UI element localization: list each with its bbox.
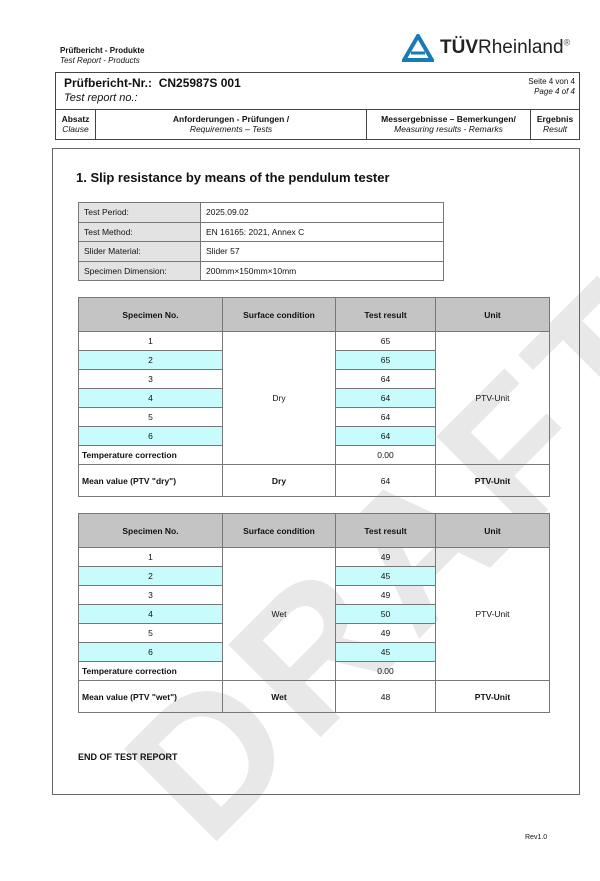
info-row: Test Period: 2025.09.02	[78, 202, 444, 223]
table-row: 5 49	[78, 623, 550, 643]
table-row: 6 64	[78, 426, 550, 446]
table-row: 2 65	[78, 350, 550, 370]
table-cell: 4	[78, 388, 223, 408]
table-cell: 3	[78, 369, 223, 389]
table-cell: Dry	[222, 464, 336, 497]
table-cell: 0.00	[335, 445, 436, 465]
table-cell: 64	[335, 464, 436, 497]
table-cell: Temperature correction	[78, 445, 223, 465]
table-cell: Unit	[435, 297, 550, 332]
report-header-box: Prüfbericht-Nr.: CN25987S 001 Test repor…	[55, 72, 580, 140]
table-row: 1 Wet 49 PTV-Unit	[78, 547, 550, 681]
table-cell: 0.00	[335, 661, 436, 681]
table-cell: Specimen No.	[78, 513, 223, 548]
table-cell: Specimen No. Surface condition Test result…	[78, 513, 550, 713]
table-cell: 45	[335, 642, 436, 662]
surface-condition: Wet	[222, 547, 336, 681]
info-row: Slider Material: Slider 57	[78, 241, 444, 262]
table-header: Specimen No. Surface condition Test result…	[78, 513, 550, 548]
table-row: 4 50	[78, 604, 550, 624]
table-cell: Wet	[222, 680, 336, 713]
tuv-logo: TÜVRheinland®	[402, 34, 570, 62]
report-no-label: Prüfbericht-Nr.:	[64, 76, 153, 90]
report-type-de: Prüfbericht - Produkte	[60, 46, 145, 55]
tuv-triangle-icon	[402, 34, 434, 62]
report-no-value: CN25987S 001	[158, 76, 241, 90]
temperature-row: Temperature correction 0.00	[78, 445, 550, 465]
table-cell: Test result	[335, 297, 436, 332]
table-row: 3 49	[78, 585, 550, 605]
table-header: Specimen No. Surface condition Test result…	[78, 297, 550, 332]
unit: PTV-Unit	[435, 331, 550, 465]
table-cell: Surface condition	[222, 297, 336, 332]
table-cell: 49	[335, 547, 436, 567]
page-en: Page 4 of 4	[534, 87, 575, 96]
table-row: 6 45	[78, 642, 550, 662]
table-cell: 65	[335, 331, 436, 351]
table-cell: 2	[78, 350, 223, 370]
table-cell: 50	[335, 604, 436, 624]
info-row: Test Method: EN 16165: 2021, Annex C	[78, 221, 444, 242]
table-cell: 45	[335, 566, 436, 586]
table-cell: 64	[335, 426, 436, 446]
table-row: 2 45	[78, 566, 550, 586]
surface-condition: Dry	[222, 331, 336, 465]
info-row: Specimen Dimension: 200mm×150mm×10mm	[78, 260, 444, 281]
table-cell: 5	[78, 407, 223, 427]
table-cell: Specimen No.	[78, 297, 223, 332]
section-title: 1. Slip resistance by means of the pendu…	[76, 170, 390, 185]
table-cell: Mean value (PTV "dry")	[78, 464, 223, 497]
table-cell: 6	[78, 642, 223, 662]
report-no-label-en: Test report no.:	[64, 92, 138, 104]
table-row: 1 Dry 65 PTV-Unit	[78, 331, 550, 465]
test-info-table: Test Period: 2025.09.02 Test Method: EN 16…	[78, 202, 444, 281]
table-cell: 5	[78, 623, 223, 643]
table-cell: PTV-Unit	[435, 680, 550, 713]
table-cell: PTV-Unit	[435, 464, 550, 497]
table-cell: 49	[335, 585, 436, 605]
col-requirements: Anforderungen - Prüfungen / Requirements …	[96, 110, 367, 140]
table-cell: 6	[78, 426, 223, 446]
content-box	[52, 148, 580, 795]
table-cell: 64	[335, 369, 436, 389]
wet-results-table: Specimen No. Surface condition Test result…	[78, 513, 550, 713]
table-cell: 4	[78, 604, 223, 624]
table-cell: 64	[335, 388, 436, 408]
table-cell: Specimen No. Surface condition Test result…	[78, 297, 550, 497]
table-cell: 1	[78, 331, 223, 351]
mean-row: Mean value (PTV "wet") Wet 48 PTV-Unit	[78, 680, 550, 713]
table-cell: Unit	[435, 513, 550, 548]
report-type-en: Test Report - Products	[60, 56, 140, 65]
table-cell: 49	[335, 623, 436, 643]
column-headers: Absatz Clause Anforderungen - Prüfungen /…	[56, 109, 579, 140]
end-of-report: END OF TEST REPORT	[78, 752, 178, 762]
table-cell: Temperature correction	[78, 661, 223, 681]
dry-results-table: Specimen No. Surface condition Test result…	[78, 297, 550, 497]
revision: Rev1.0	[525, 834, 548, 841]
table-row: 3 64	[78, 369, 550, 389]
table-row: 4 64	[78, 388, 550, 408]
table-cell: Surface condition	[222, 513, 336, 548]
table-cell: Test result	[335, 513, 436, 548]
table-cell: 3	[78, 585, 223, 605]
page-de: Seite 4 von 4	[528, 77, 575, 86]
col-results: Messergebnisse – Bemerkungen/Measuring r…	[367, 110, 531, 140]
table-cell: Mean value (PTV "wet")	[78, 680, 223, 713]
mean-row: Mean value (PTV "dry") Dry 64 PTV-Unit	[78, 464, 550, 497]
table-cell: 64	[335, 407, 436, 427]
table-cell: 2	[78, 566, 223, 586]
unit: PTV-Unit	[435, 547, 550, 681]
table-cell: 1	[78, 547, 223, 567]
table-cell: 48	[335, 680, 436, 713]
table-cell: 65	[335, 350, 436, 370]
col-clause: Absatz Clause	[56, 110, 96, 140]
col-result: Ergebnis Result	[536, 114, 574, 134]
